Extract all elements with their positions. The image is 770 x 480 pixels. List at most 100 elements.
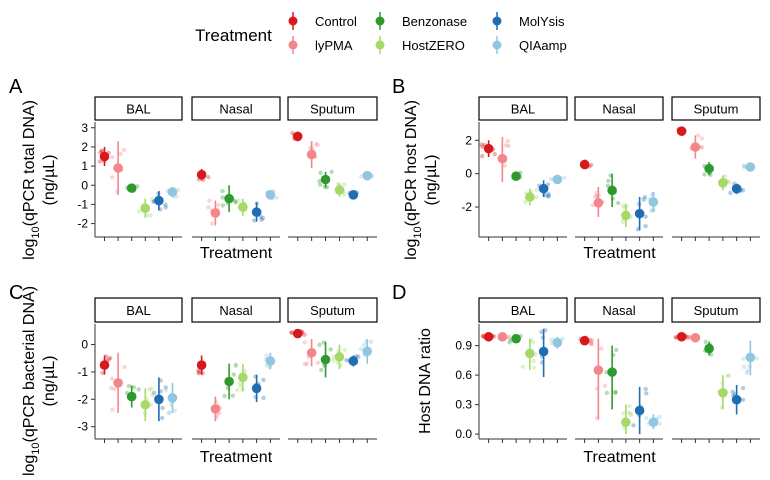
facet-nasal: Nasal [191,96,281,241]
x-axis-label: Treatment [200,245,273,262]
raw-point [546,193,552,199]
facet-strip-label: Nasal [219,303,252,318]
raw-point [234,388,240,393]
raw-point [158,389,164,394]
facet-strip-label: BAL [126,102,151,117]
facet-nasal: Nasal [574,297,664,443]
mean-point-hostzero [525,192,535,202]
raw-point [626,410,632,415]
raw-point [628,412,634,418]
mean-point-control [196,360,207,370]
facet-strip [94,297,183,323]
raw-point [137,209,142,214]
raw-point [741,356,746,361]
legend-label: Benzonase [402,14,467,29]
y-axis-label: log10(qPCR bacterial DNA) (ng/µL) [21,286,58,475]
mean-point-molysis [634,405,645,416]
raw-point [561,175,567,180]
raw-point [492,152,497,157]
raw-point [358,346,364,352]
raw-point [741,163,747,168]
raw-point [99,148,104,153]
raw-point [728,190,733,196]
panel-letter: C [9,282,23,304]
legend-item-benzonase: Benzonase [375,12,467,30]
raw-point [261,377,266,383]
mean-point-lypma [593,198,604,208]
mean-point-hostzero [140,203,151,214]
raw-point [121,147,127,153]
mean-point-control [483,331,494,342]
raw-point [502,163,507,168]
raw-point [361,342,367,348]
legend-item-qiaamp: QIAamp [492,36,567,54]
mean-point-lypma [497,331,508,342]
mean-point-qiaamp [167,393,178,403]
y-tick-label: 0 [81,178,88,192]
raw-point [699,145,705,150]
mean-point-benzonase [704,343,714,354]
raw-point [160,405,165,411]
mean-point-benzonase [224,376,234,387]
raw-point [264,353,269,358]
raw-point [479,142,484,147]
facet-strip [574,96,664,121]
raw-point [232,198,238,204]
raw-point [331,354,336,359]
raw-point [726,180,732,185]
raw-point [534,194,539,200]
raw-point [657,414,662,420]
raw-point [331,358,336,363]
raw-point [741,364,747,370]
raw-points [151,191,168,212]
raw-point [151,390,157,396]
legend: Treatment Control lyPMA Benzonase HostZERO M… [195,12,567,54]
mean-point-control [196,169,207,180]
raw-point [503,143,509,148]
facet-strip [191,96,281,121]
mean-point-benzonase [320,354,331,365]
mean-point-benzonase [607,367,617,377]
mean-point-hostzero [140,399,151,410]
mean-point-qiaamp [362,170,373,181]
y-tick-label: 0.6 [455,368,472,382]
raw-point [289,330,294,335]
y-axis-label: log10(qPCR host DNA) (ng/µL) [403,100,440,260]
raw-point [523,200,528,205]
mean-point-hostzero [334,352,345,362]
raw-point [163,385,168,390]
raw-point [602,383,608,388]
mean-point-molysis [348,356,359,366]
raw-point [531,365,537,370]
raw-point [620,203,626,208]
raw-point [196,369,202,375]
facet-bal: BAL [478,96,568,241]
mean-point-lypma [593,365,604,375]
mean-point-benzonase [126,183,137,193]
raw-point [741,164,747,169]
mean-point-hostzero [718,178,728,188]
raw-point [149,392,155,398]
raw-point [613,389,618,395]
raw-point [606,178,611,184]
y-tick-label: 0.9 [455,339,472,353]
raw-point [685,335,691,340]
raw-point [356,354,361,360]
mean-point-molysis [731,394,742,405]
mean-point-control [579,335,590,346]
raw-point [209,221,215,226]
legend-label: HostZERO [402,38,465,53]
legend-label: lyPMA [315,38,353,53]
legend-item-hostzero: HostZERO [375,36,465,54]
y-tick-label: 2 [81,140,88,154]
raw-point [754,356,760,361]
raw-point [588,162,594,168]
facet-nasal: Nasal [574,96,664,241]
raw-point [109,155,115,160]
raw-point [318,170,323,176]
mean-point-hostzero [525,348,535,359]
mean-point-hostzero [238,372,248,383]
raw-point [167,410,172,415]
facet-strip-label: BAL [511,303,536,318]
